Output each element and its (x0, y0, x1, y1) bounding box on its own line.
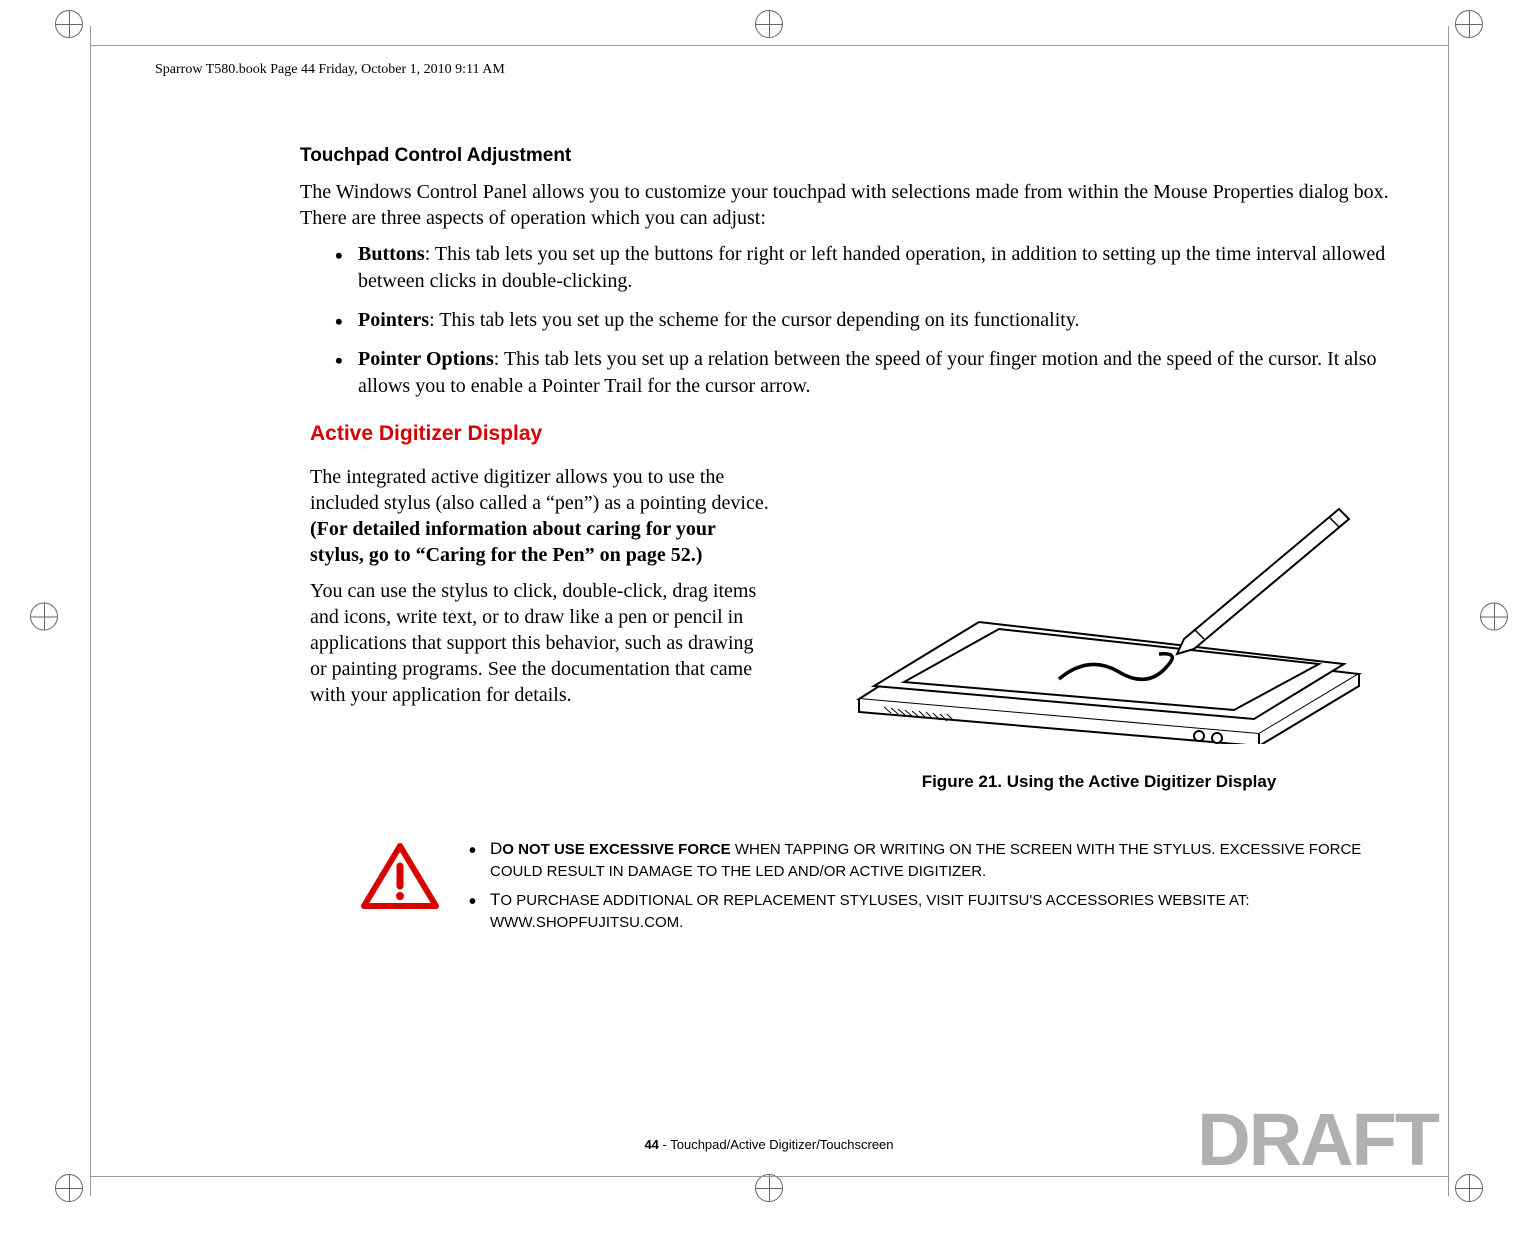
figure-caption: Figure 21. Using the Active Digitizer Di… (800, 772, 1398, 792)
crop-mark-top-right (1455, 10, 1483, 43)
crop-mark-mid-top (755, 10, 783, 43)
crop-mark-top-left (55, 10, 83, 43)
draft-watermark: DRAFT (1197, 1097, 1438, 1182)
bullet-pointer-options: Pointer Options: This tab lets you set u… (340, 346, 1398, 400)
digitizer-para1: The integrated active digitizer allows y… (310, 464, 770, 568)
warning-lead: T (490, 890, 500, 909)
bullet-text: : This tab lets you set up the scheme fo… (429, 309, 1079, 331)
column-left: The integrated active digitizer allows y… (310, 464, 770, 792)
page-number: 44 (644, 1137, 658, 1152)
warning-lead: D (490, 839, 502, 858)
warning-box: DO NOT USE EXCESSIVE FORCE WHEN TAPPING … (360, 837, 1378, 939)
crop-mark-bottom-left (55, 1174, 83, 1207)
warning-bullet-purchase: TO PURCHASE ADDITIONAL OR REPLACEMENT ST… (465, 888, 1378, 933)
crop-mark-mid-bottom (755, 1174, 783, 1207)
warning-text: DO NOT USE EXCESSIVE FORCE WHEN TAPPING … (465, 837, 1378, 939)
bullet-label: Buttons (358, 243, 425, 265)
digitizer-para2: You can use the stylus to click, double-… (310, 578, 770, 708)
crop-mark-mid-right (1480, 602, 1508, 635)
para1-text: The integrated active digitizer allows y… (310, 466, 769, 514)
digitizer-illustration (829, 464, 1369, 744)
two-column-layout: The integrated active digitizer allows y… (300, 464, 1398, 792)
page-label: - Touchpad/Active Digitizer/Touchscreen (659, 1137, 894, 1152)
column-right: Figure 21. Using the Active Digitizer Di… (800, 464, 1398, 792)
section1-bullets: Buttons: This tab lets you set up the bu… (340, 241, 1398, 400)
section1-intro: The Windows Control Panel allows you to … (300, 179, 1398, 231)
crop-mark-bottom-right (1455, 1174, 1483, 1207)
running-head: Sparrow T580.book Page 44 Friday, Octobe… (155, 62, 505, 78)
bullet-label: Pointers (358, 309, 429, 331)
bullet-pointers: Pointers: This tab lets you set up the s… (340, 307, 1398, 334)
bullet-text: : This tab lets you set up a relation be… (358, 348, 1377, 397)
warning-caps: O NOT USE EXCESSIVE FORCE (502, 841, 735, 858)
warning-rest: O PURCHASE ADDITIONAL OR REPLACEMENT STY… (490, 892, 1250, 931)
bullet-text: : This tab lets you set up the buttons f… (358, 243, 1385, 292)
warning-icon (360, 842, 440, 917)
section-title-touchpad: Touchpad Control Adjustment (300, 145, 1398, 167)
tablet-stylus-icon (829, 464, 1369, 744)
bullet-buttons: Buttons: This tab lets you set up the bu… (340, 241, 1398, 295)
warning-bullet-force: DO NOT USE EXCESSIVE FORCE WHEN TAPPING … (465, 837, 1378, 882)
para1-bold: (For detailed information about caring f… (310, 518, 716, 566)
crop-mark-mid-left (30, 602, 58, 635)
page-content: Touchpad Control Adjustment The Windows … (300, 145, 1398, 939)
section-title-digitizer: Active Digitizer Display (310, 422, 1398, 446)
bullet-label: Pointer Options (358, 348, 494, 370)
